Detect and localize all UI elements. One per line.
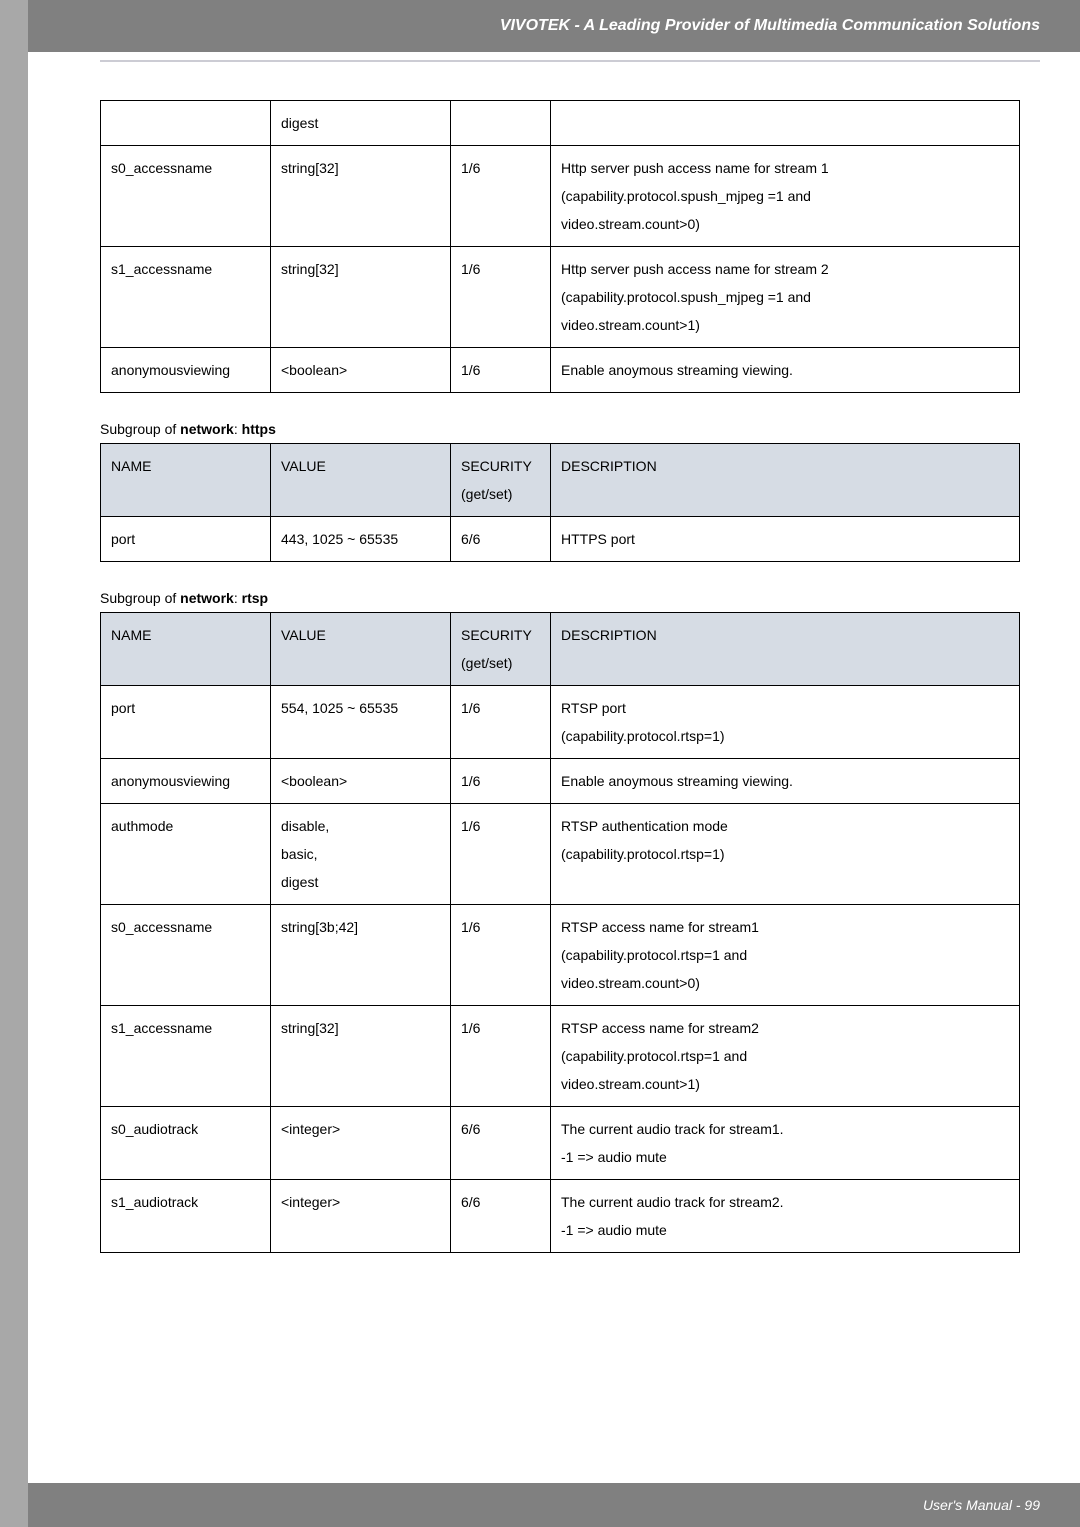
subgroup-rtsp: rtsp — [242, 590, 268, 606]
table-row: s0_accessnamestring[3b;42]1/6RTSP access… — [101, 905, 1020, 1006]
table-row: s1_accessnamestring[32]1/6Http server pu… — [101, 247, 1020, 348]
table-cell: 1/6 — [451, 146, 551, 247]
col-security: SECURITY (get/set) — [451, 613, 551, 686]
table-cell — [451, 101, 551, 146]
table-cell: port — [101, 686, 271, 759]
table-cell: anonymousviewing — [101, 759, 271, 804]
table-header-row: NAME VALUE SECURITY (get/set) DESCRIPTIO… — [101, 613, 1020, 686]
table-network-rtsp: NAME VALUE SECURITY (get/set) DESCRIPTIO… — [100, 612, 1020, 1253]
table-cell: RTSP access name for stream1(capability.… — [551, 905, 1020, 1006]
table-cell: 1/6 — [451, 1006, 551, 1107]
table-cell: Http server push access name for stream … — [551, 247, 1020, 348]
table-cell: <integer> — [271, 1180, 451, 1253]
col-name: NAME — [101, 444, 271, 517]
table-cell: <integer> — [271, 1107, 451, 1180]
header-underline — [100, 60, 1040, 62]
table-cell: <boolean> — [271, 348, 451, 393]
table-cell: s0_accessname — [101, 905, 271, 1006]
page-header: VIVOTEK - A Leading Provider of Multimed… — [28, 0, 1080, 52]
table-cell: authmode — [101, 804, 271, 905]
table-row: s0_audiotrack<integer>6/6The current aud… — [101, 1107, 1020, 1180]
security-label: SECURITY — [461, 627, 532, 643]
subgroup-colon: : — [234, 421, 242, 437]
col-description: DESCRIPTION — [551, 613, 1020, 686]
table-cell: 1/6 — [451, 247, 551, 348]
table-cell: RTSP authentication mode(capability.prot… — [551, 804, 1020, 905]
table-row: anonymousviewing<boolean>1/6Enable anoym… — [101, 759, 1020, 804]
table-cell: 1/6 — [451, 759, 551, 804]
table-cell: RTSP access name for stream2(capability.… — [551, 1006, 1020, 1107]
table-cell: 1/6 — [451, 686, 551, 759]
table-row: anonymousviewing<boolean>1/6Enable anoym… — [101, 348, 1020, 393]
subgroup-rtsp-heading: Subgroup of network: rtsp — [100, 590, 1020, 606]
security-getset: (get/set) — [461, 655, 512, 671]
subgroup-network: network — [180, 421, 234, 437]
subgroup-https-heading: Subgroup of network: https — [100, 421, 1020, 437]
table-row: port443, 1025 ~ 655356/6HTTPS port — [101, 517, 1020, 562]
table-cell: anonymousviewing — [101, 348, 271, 393]
col-value: VALUE — [271, 444, 451, 517]
table-cell: <boolean> — [271, 759, 451, 804]
col-value: VALUE — [271, 613, 451, 686]
subgroup-prefix: Subgroup of — [100, 421, 180, 437]
table-cell: 6/6 — [451, 1107, 551, 1180]
col-description: DESCRIPTION — [551, 444, 1020, 517]
security-label: SECURITY — [461, 458, 532, 474]
table-network-https: NAME VALUE SECURITY (get/set) DESCRIPTIO… — [100, 443, 1020, 562]
left-sidebar-strip — [0, 0, 28, 1527]
subgroup-network: network — [180, 590, 234, 606]
table-cell: string[32] — [271, 1006, 451, 1107]
table-cell: Enable anoymous streaming viewing. — [551, 759, 1020, 804]
col-security: SECURITY (get/set) — [451, 444, 551, 517]
table-header-row: NAME VALUE SECURITY (get/set) DESCRIPTIO… — [101, 444, 1020, 517]
table-row: authmodedisable,basic,digest1/6RTSP auth… — [101, 804, 1020, 905]
table-cell: disable,basic,digest — [271, 804, 451, 905]
table-cell: 6/6 — [451, 517, 551, 562]
table-cell: 443, 1025 ~ 65535 — [271, 517, 451, 562]
table-row: port554, 1025 ~ 655351/6RTSP port(capabi… — [101, 686, 1020, 759]
table-cell: port — [101, 517, 271, 562]
table-cell — [101, 101, 271, 146]
table-cell: The current audio track for stream1.-1 =… — [551, 1107, 1020, 1180]
table-cell: string[3b;42] — [271, 905, 451, 1006]
table-cell: HTTPS port — [551, 517, 1020, 562]
subgroup-https: https — [242, 421, 276, 437]
table-cell: string[32] — [271, 146, 451, 247]
table-cell: 1/6 — [451, 905, 551, 1006]
subgroup-prefix: Subgroup of — [100, 590, 180, 606]
table-cell: 554, 1025 ~ 65535 — [271, 686, 451, 759]
col-name: NAME — [101, 613, 271, 686]
table-cell: s0_audiotrack — [101, 1107, 271, 1180]
table-cell: s0_accessname — [101, 146, 271, 247]
table-row: s1_accessnamestring[32]1/6RTSP access na… — [101, 1006, 1020, 1107]
table-cell: digest — [271, 101, 451, 146]
table-cell: 1/6 — [451, 348, 551, 393]
table-cell: string[32] — [271, 247, 451, 348]
page-footer: User's Manual - 99 — [28, 1483, 1080, 1527]
table-cell: RTSP port(capability.protocol.rtsp=1) — [551, 686, 1020, 759]
table-row: digest — [101, 101, 1020, 146]
table-row: s1_audiotrack<integer>6/6The current aud… — [101, 1180, 1020, 1253]
table-cell: 6/6 — [451, 1180, 551, 1253]
table-cell: 1/6 — [451, 804, 551, 905]
table-cell — [551, 101, 1020, 146]
table-cell: The current audio track for stream2.-1 =… — [551, 1180, 1020, 1253]
header-title: VIVOTEK - A Leading Provider of Multimed… — [500, 17, 1040, 35]
page-content: digests0_accessnamestring[32]1/6Http ser… — [100, 100, 1020, 1253]
table-cell: Enable anoymous streaming viewing. — [551, 348, 1020, 393]
table-cell: Http server push access name for stream … — [551, 146, 1020, 247]
subgroup-colon: : — [234, 590, 242, 606]
footer-text: User's Manual - 99 — [923, 1497, 1040, 1513]
table-cell: s1_accessname — [101, 1006, 271, 1107]
table-row: s0_accessnamestring[32]1/6Http server pu… — [101, 146, 1020, 247]
table-cell: s1_audiotrack — [101, 1180, 271, 1253]
table-network-http: digests0_accessnamestring[32]1/6Http ser… — [100, 100, 1020, 393]
table-cell: s1_accessname — [101, 247, 271, 348]
security-getset: (get/set) — [461, 486, 512, 502]
